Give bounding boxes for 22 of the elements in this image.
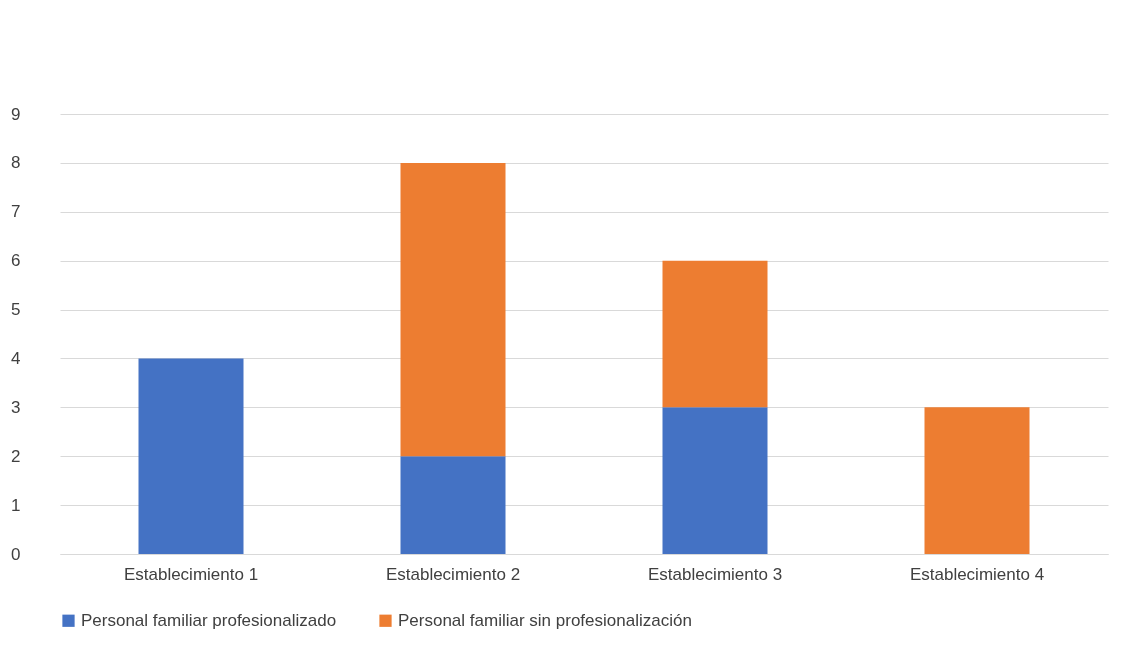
bar: [662, 260, 768, 408]
bar: [138, 358, 244, 554]
y-tick-label: 2: [11, 446, 21, 466]
y-tick-label: 5: [11, 300, 21, 320]
x-tick-label: Establecimiento 3: [647, 564, 783, 584]
bar: [924, 407, 1030, 554]
legend-label: Personal familiar profesionalizado: [81, 610, 337, 630]
y-tick-label: 7: [11, 202, 21, 222]
y-tick-label: 6: [11, 251, 21, 271]
bar: [400, 456, 506, 554]
bar: [400, 162, 506, 457]
y-tick-label: 8: [11, 153, 21, 173]
y-tick-label: 3: [11, 397, 21, 417]
legend-label: Personal familiar sin profesionalización: [398, 610, 692, 630]
bar: [662, 407, 768, 554]
y-tick-label: 9: [11, 104, 21, 124]
x-tick-label: Establecimiento 4: [909, 564, 1045, 584]
y-tick-label: 4: [11, 348, 21, 368]
x-tick-label: Establecimiento 1: [123, 564, 259, 584]
y-tick-label: 0: [11, 544, 21, 564]
y-tick-label: 1: [11, 495, 21, 515]
x-tick-label: Establecimiento 2: [385, 564, 521, 584]
